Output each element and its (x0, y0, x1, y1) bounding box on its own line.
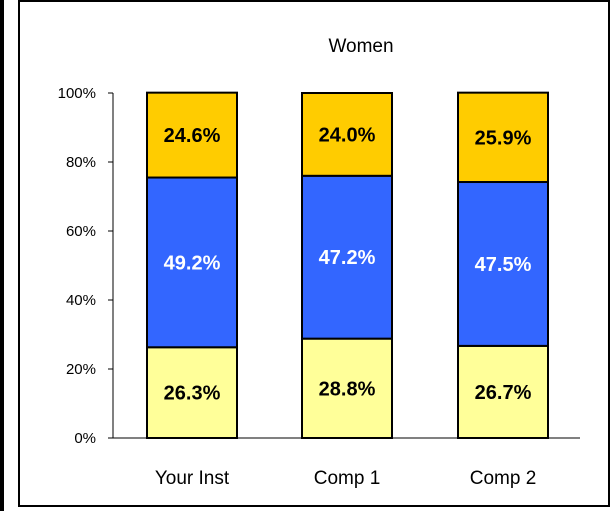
data-label: 26.3% (164, 383, 221, 405)
data-label: 47.5% (475, 254, 532, 276)
data-label: 28.8% (319, 378, 376, 400)
y-tick-label: 40% (66, 292, 96, 309)
x-category-label: Your Inst (155, 468, 230, 489)
chart-title: Women (328, 36, 393, 57)
data-label: 49.2% (164, 252, 221, 274)
y-tick-label: 60% (66, 223, 96, 240)
data-label: 47.2% (319, 247, 376, 269)
x-axis-labels: Your Inst Comp 1 Comp 2 (155, 468, 536, 489)
y-tick-label: 0% (74, 430, 96, 447)
bar-segment (457, 91, 549, 184)
data-label: 25.9% (475, 127, 532, 149)
y-axis: 0% 20% 40% 60% 80% 100% (58, 85, 580, 447)
x-category-label: Comp 1 (314, 468, 381, 489)
chart-frame (18, 0, 610, 507)
y-tick-label: 100% (58, 85, 96, 102)
data-label: 26.7% (475, 382, 532, 404)
y-tick-label: 80% (66, 154, 96, 171)
bar-segment (146, 176, 238, 349)
bars-group: 26.3% 49.2% 24.6% 28.8% 47.2% 24.0% 26.7% 47.5%… (146, 91, 549, 440)
bar-segment (457, 181, 549, 347)
bar-segment (146, 91, 238, 179)
x-category-label: Comp 2 (470, 468, 537, 489)
data-label: 24.6% (164, 125, 221, 147)
data-label: 24.0% (319, 124, 376, 146)
y-tick-label: 20% (66, 361, 96, 378)
bar-segment (146, 346, 238, 440)
left-border-line (0, 0, 4, 511)
bar-segment (301, 92, 393, 177)
